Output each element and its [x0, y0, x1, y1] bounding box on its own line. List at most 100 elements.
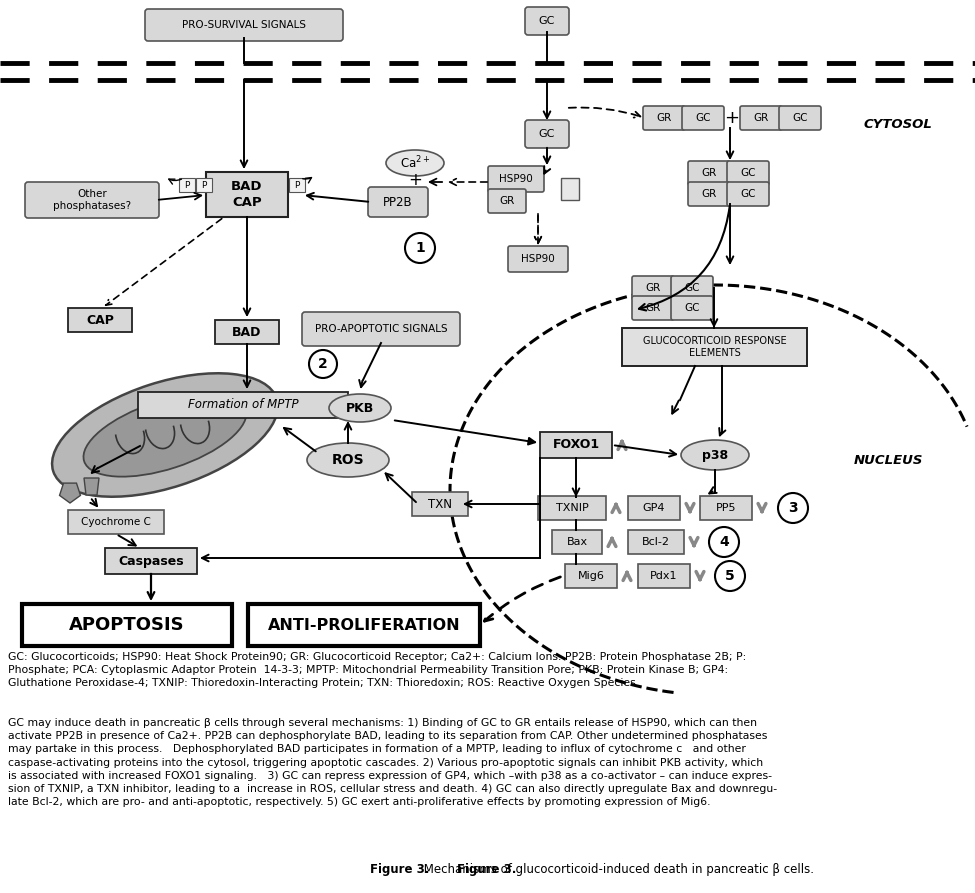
Bar — [105, 548, 197, 574]
Text: GR: GR — [701, 189, 717, 199]
Text: GR: GR — [645, 303, 661, 313]
Circle shape — [715, 561, 745, 591]
Text: TXN: TXN — [428, 497, 452, 511]
Text: Formation of MPTP: Formation of MPTP — [187, 398, 298, 412]
Text: GC: GC — [684, 303, 700, 313]
Bar — [215, 320, 279, 344]
Text: 5: 5 — [725, 569, 735, 583]
Bar — [196, 178, 212, 192]
FancyBboxPatch shape — [488, 166, 544, 192]
Text: GR: GR — [645, 283, 661, 293]
FancyBboxPatch shape — [671, 296, 713, 320]
FancyBboxPatch shape — [632, 296, 674, 320]
FancyBboxPatch shape — [727, 161, 769, 185]
Text: P: P — [201, 180, 207, 189]
Ellipse shape — [52, 373, 278, 497]
Text: Cyochrome C: Cyochrome C — [81, 517, 151, 527]
Circle shape — [309, 350, 337, 378]
Text: P: P — [294, 180, 299, 189]
FancyBboxPatch shape — [643, 106, 685, 130]
Bar — [289, 178, 305, 192]
Text: FOXO1: FOXO1 — [553, 438, 600, 452]
Text: GR: GR — [701, 168, 717, 178]
Text: Pdx1: Pdx1 — [650, 571, 678, 581]
FancyBboxPatch shape — [671, 276, 713, 300]
Bar — [68, 510, 164, 534]
Text: GP4: GP4 — [643, 503, 665, 513]
Circle shape — [709, 527, 739, 557]
Text: Mechanisms of glucocorticoid-induced death in pancreatic β cells.: Mechanisms of glucocorticoid-induced dea… — [420, 864, 814, 877]
Bar — [138, 392, 348, 418]
Text: CYTOSOL: CYTOSOL — [864, 119, 932, 131]
Text: GC: GC — [539, 16, 555, 26]
Text: Bax: Bax — [566, 537, 588, 547]
Text: GC: GC — [740, 168, 756, 178]
Text: GC: GC — [684, 283, 700, 293]
Polygon shape — [84, 478, 99, 495]
Bar — [540, 432, 612, 458]
Bar — [561, 178, 579, 200]
Text: Caspases: Caspases — [118, 555, 184, 567]
Text: Mig6: Mig6 — [577, 571, 604, 581]
FancyBboxPatch shape — [727, 182, 769, 206]
Ellipse shape — [84, 393, 247, 477]
Text: 3: 3 — [788, 501, 798, 515]
Text: 1: 1 — [415, 241, 425, 255]
Bar — [179, 178, 195, 192]
Bar — [628, 496, 680, 520]
Text: HSP90: HSP90 — [521, 254, 555, 264]
Circle shape — [405, 233, 435, 263]
FancyBboxPatch shape — [368, 187, 428, 217]
Text: APOPTOSIS: APOPTOSIS — [69, 616, 185, 634]
Bar — [552, 530, 602, 554]
FancyBboxPatch shape — [508, 246, 568, 272]
Text: Other
phosphatases?: Other phosphatases? — [53, 189, 131, 211]
Text: GC: GC — [695, 113, 711, 123]
FancyBboxPatch shape — [779, 106, 821, 130]
Bar — [700, 496, 752, 520]
FancyBboxPatch shape — [688, 161, 730, 185]
Bar — [565, 564, 617, 588]
Ellipse shape — [307, 443, 389, 477]
Bar — [412, 492, 468, 516]
Text: Figure 3.: Figure 3. — [457, 864, 517, 877]
FancyBboxPatch shape — [688, 182, 730, 206]
Text: PP2B: PP2B — [383, 196, 412, 208]
FancyBboxPatch shape — [525, 7, 569, 35]
Text: GC: GC — [793, 113, 807, 123]
Text: +: + — [724, 109, 739, 127]
Text: Figure 3.: Figure 3. — [370, 864, 429, 877]
Text: TXNIP: TXNIP — [556, 503, 588, 513]
Text: GR: GR — [754, 113, 768, 123]
Text: 4: 4 — [720, 535, 729, 549]
FancyBboxPatch shape — [682, 106, 724, 130]
FancyBboxPatch shape — [145, 9, 343, 41]
Ellipse shape — [681, 440, 749, 470]
Text: GC: Glucocorticoids; HSP90: Heat Shock Protein90; GR: Glucocorticoid Receptor; C: GC: Glucocorticoids; HSP90: Heat Shock P… — [8, 652, 746, 689]
Bar — [68, 308, 132, 332]
Bar — [622, 328, 807, 366]
Text: ANTI-PROLIFERATION: ANTI-PROLIFERATION — [268, 617, 460, 632]
Text: ROS: ROS — [332, 453, 365, 467]
Ellipse shape — [386, 150, 444, 176]
FancyBboxPatch shape — [488, 189, 526, 213]
FancyBboxPatch shape — [740, 106, 782, 130]
FancyBboxPatch shape — [25, 182, 159, 218]
Text: Ca$^{2+}$: Ca$^{2+}$ — [400, 154, 430, 171]
Text: GC: GC — [539, 129, 555, 139]
Text: Figure 3. Mechanisms of glucocorticoid-induced death in pancreatic β cells.: Figure 3. Mechanisms of glucocorticoid-i… — [264, 864, 710, 877]
Bar — [628, 530, 684, 554]
Text: Bcl-2: Bcl-2 — [642, 537, 670, 547]
FancyBboxPatch shape — [632, 276, 674, 300]
FancyBboxPatch shape — [302, 312, 460, 346]
Text: +: + — [409, 171, 422, 189]
Bar — [638, 564, 690, 588]
Text: GLUCOCORTICOID RESPONSE
ELEMENTS: GLUCOCORTICOID RESPONSE ELEMENTS — [643, 336, 786, 358]
Text: GR: GR — [656, 113, 672, 123]
Text: GC may induce death in pancreatic β cells through several mechanisms: 1) Binding: GC may induce death in pancreatic β cell… — [8, 718, 777, 807]
Bar — [22, 604, 232, 646]
Bar — [538, 496, 606, 520]
Text: P: P — [184, 180, 190, 189]
Bar — [248, 604, 480, 646]
Bar — [206, 172, 288, 217]
